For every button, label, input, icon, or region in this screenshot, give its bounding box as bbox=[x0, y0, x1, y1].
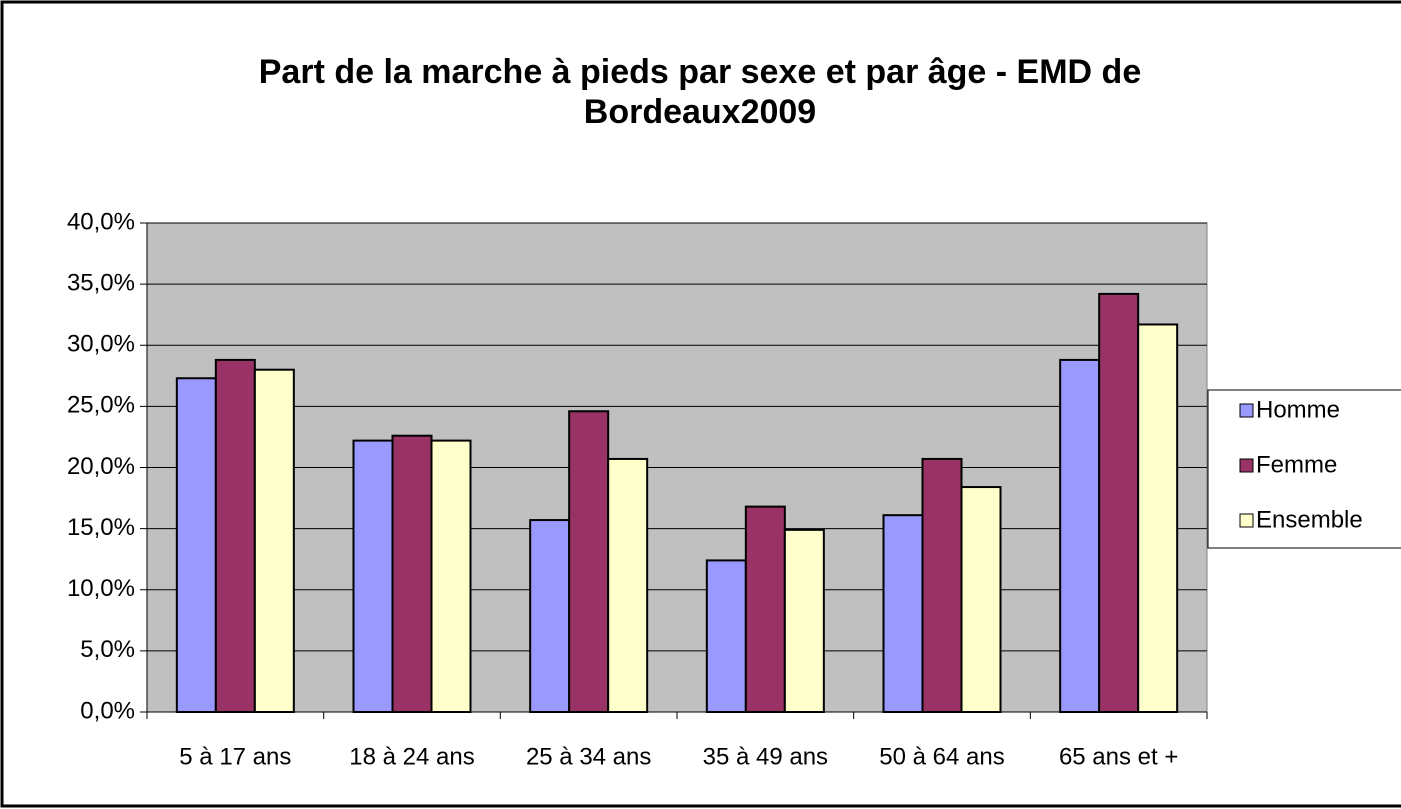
legend-label: Femme bbox=[1256, 451, 1337, 478]
x-tick-label: 50 à 64 ans bbox=[879, 743, 1004, 770]
bar bbox=[529, 519, 571, 713]
x-tick-label: 35 à 49 ans bbox=[703, 743, 828, 770]
bar bbox=[352, 439, 394, 713]
bar bbox=[1098, 292, 1140, 713]
x-tick-label: 5 à 17 ans bbox=[179, 743, 291, 770]
y-tick-label: 40,0% bbox=[67, 208, 135, 235]
bar bbox=[391, 434, 433, 713]
legend-swatch bbox=[1239, 403, 1254, 418]
bar bbox=[607, 457, 649, 713]
bar bbox=[1137, 323, 1179, 713]
bar bbox=[921, 457, 963, 713]
chart-title: Part de la marche à pieds par sexe et pa… bbox=[258, 53, 1142, 131]
bar bbox=[175, 377, 217, 713]
bar bbox=[882, 514, 924, 713]
legend-label: Ensemble bbox=[1256, 506, 1363, 533]
y-tick-label: 10,0% bbox=[67, 575, 135, 602]
bar bbox=[214, 358, 256, 713]
y-tick-label: 5,0% bbox=[80, 636, 135, 663]
x-tick-label: 18 à 24 ans bbox=[349, 743, 474, 770]
bar bbox=[430, 439, 472, 713]
y-tick-label: 20,0% bbox=[67, 453, 135, 480]
bar bbox=[744, 505, 786, 713]
bar bbox=[783, 528, 825, 713]
legend-swatch bbox=[1239, 458, 1254, 473]
y-tick-label: 0,0% bbox=[80, 697, 135, 724]
y-tick-label: 15,0% bbox=[67, 514, 135, 541]
legend-swatch bbox=[1239, 513, 1254, 528]
legend-label: Homme bbox=[1256, 396, 1340, 423]
x-tick-label: 65 ans et + bbox=[1059, 743, 1178, 770]
y-tick-label: 30,0% bbox=[67, 331, 135, 358]
bar bbox=[253, 368, 295, 713]
bar bbox=[1059, 358, 1101, 713]
x-tick-label: 25 à 34 ans bbox=[526, 743, 651, 770]
bar bbox=[960, 486, 1002, 713]
y-tick-label: 25,0% bbox=[67, 392, 135, 419]
y-tick-label: 35,0% bbox=[67, 269, 135, 296]
bar bbox=[705, 559, 747, 713]
bar bbox=[568, 410, 610, 713]
